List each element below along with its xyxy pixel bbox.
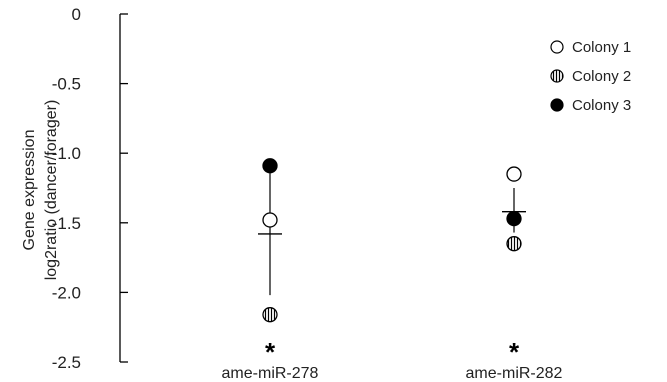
- y-axis-title: Gene expression log2ratio (dancer/forage…: [21, 100, 60, 281]
- y-tick-label: -1.5: [52, 214, 81, 233]
- data-point: [262, 307, 278, 323]
- y-tick-label: -0.5: [52, 75, 81, 94]
- y-tick-label: 0: [72, 5, 81, 24]
- plot-area: *ame-miR-278*ame-miR-282: [222, 158, 563, 382]
- significance-marker: *: [265, 337, 276, 367]
- data-point: [506, 210, 522, 227]
- y-tick-label: -2.5: [52, 353, 81, 372]
- data-point: [262, 158, 278, 174]
- legend-label: Colony 2: [572, 68, 631, 85]
- y-tick-label: -2.0: [52, 283, 81, 302]
- legend-label: Colony 3: [572, 97, 631, 114]
- y-axis-title-line1: Gene expression: [21, 130, 38, 251]
- legend-marker: [550, 98, 564, 112]
- significance-marker: *: [509, 337, 520, 367]
- y-tick-label: -1.0: [52, 144, 81, 163]
- y-axis-title-line2: log2ratio (dancer/forager): [43, 100, 60, 281]
- data-point: [506, 166, 522, 182]
- x-category-label: ame-miR-282: [466, 365, 563, 382]
- x-category-label: ame-miR-278: [222, 365, 319, 382]
- legend-label: Colony 1: [572, 39, 631, 56]
- data-point: [262, 212, 278, 228]
- legend-marker: [550, 40, 564, 54]
- legend: Colony 1 Colony 2 Colony 3: [550, 39, 631, 114]
- data-point: [506, 236, 522, 252]
- legend-marker: [550, 69, 564, 83]
- y-axis: 0 -0.5 -1.0 -1.5 -2.0 -2.5: [52, 5, 128, 372]
